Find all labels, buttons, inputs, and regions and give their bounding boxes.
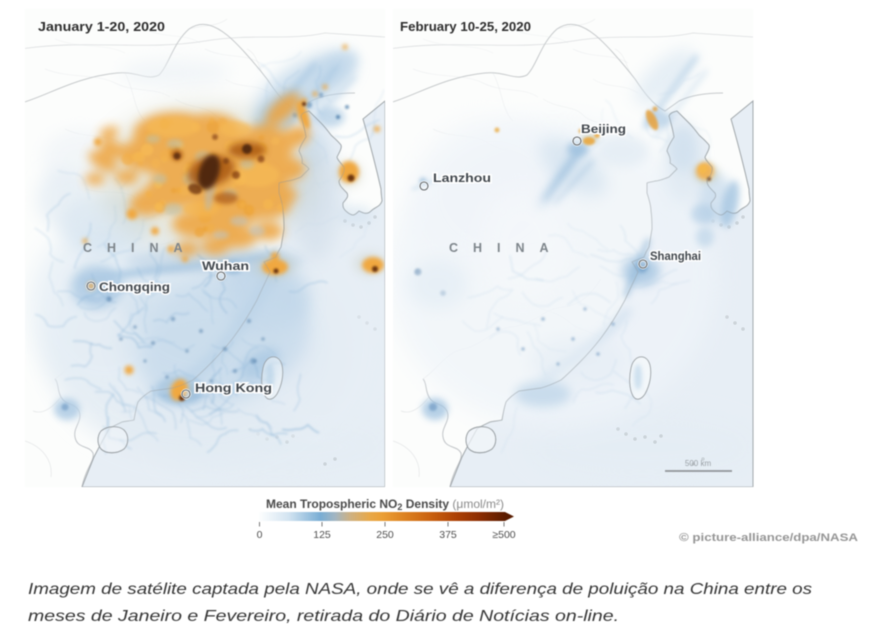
svg-text:250: 250 [376,529,394,541]
svg-text:≥500: ≥500 [492,529,515,541]
svg-text:CHINA: CHINA [83,241,198,255]
svg-text:CHINA: CHINA [449,241,564,255]
svg-text:375: 375 [439,529,457,541]
svg-text:Chongqing: Chongqing [99,280,170,294]
svg-text:Hong Kong: Hong Kong [195,381,272,395]
svg-text:January 1-20, 2020: January 1-20, 2020 [38,19,165,34]
svg-text:Lanzhou: Lanzhou [433,171,491,185]
svg-text:Wuhan: Wuhan [202,259,249,273]
svg-text:Imagem de satélite captada pel: Imagem de satélite captada pela NASA, on… [28,581,812,598]
svg-text:Mean Tropospheric NO2 Density: Mean Tropospheric NO2 Density (μmol/m²) [266,497,504,512]
svg-text:0: 0 [257,529,263,541]
svg-text:© picture-alliance/dpa/NASA: © picture-alliance/dpa/NASA [679,532,858,544]
svg-text:February 10-25, 2020: February 10-25, 2020 [400,19,531,34]
svg-text:meses de Janeiro e Fevereiro,: meses de Janeiro e Fevereiro, retirada d… [28,608,619,625]
svg-text:500 km: 500 km [685,459,712,468]
svg-text:Shanghai: Shanghai [650,249,701,263]
svg-text:Beijing: Beijing [581,122,626,136]
svg-text:125: 125 [313,529,331,541]
